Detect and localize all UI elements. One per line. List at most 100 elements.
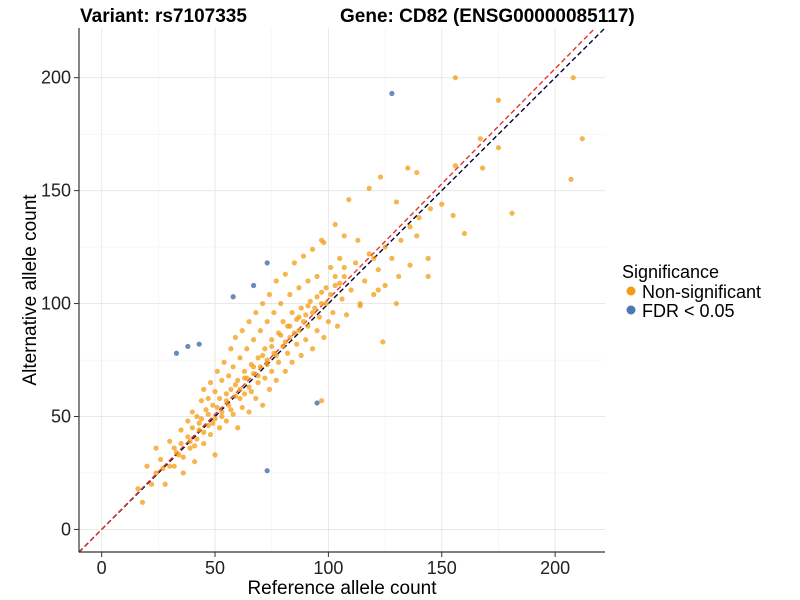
- x-axis-title: Reference allele count: [247, 578, 437, 599]
- x-tick-label: 0: [97, 558, 107, 578]
- point-non-significant: [201, 386, 207, 392]
- point-non-significant: [296, 285, 302, 291]
- point-non-significant: [393, 300, 400, 307]
- point-non-significant: [264, 319, 270, 325]
- point-non-significant: [237, 395, 243, 402]
- point-non-significant: [171, 463, 177, 469]
- point-non-significant: [389, 255, 395, 261]
- point-non-significant: [232, 334, 239, 341]
- point-non-significant: [334, 323, 341, 329]
- point-non-significant: [328, 264, 334, 271]
- y-tick-label: 50: [51, 406, 71, 426]
- chart-title-gene: Gene: CD82 (ENSG00000085117): [340, 6, 635, 27]
- point-non-significant: [260, 402, 266, 408]
- point-non-significant: [219, 409, 225, 415]
- point-non-significant: [198, 398, 205, 404]
- point-non-significant: [246, 384, 252, 390]
- point-non-significant: [309, 309, 316, 316]
- point-non-significant: [341, 273, 347, 280]
- point-non-significant: [439, 201, 445, 207]
- reference-line-identity: [78, 27, 606, 553]
- point-non-significant: [237, 386, 243, 392]
- axis-ticks: 0 50 100 150 200 0 50 100 150 200: [41, 68, 570, 578]
- point-non-significant: [305, 323, 311, 329]
- point-non-significant: [273, 352, 279, 359]
- point-non-significant: [241, 375, 248, 381]
- point-non-significant: [405, 165, 411, 171]
- point-non-significant: [189, 425, 195, 431]
- point-non-significant: [414, 233, 420, 239]
- x-tick-label: 150: [427, 558, 457, 578]
- point-non-significant: [348, 287, 354, 293]
- point-non-significant: [214, 368, 220, 374]
- point-non-significant: [212, 389, 218, 395]
- point-non-significant: [269, 343, 275, 350]
- point-non-significant: [452, 163, 458, 169]
- point-non-significant: [216, 425, 223, 431]
- y-axis-title: Alternative allele count: [20, 194, 41, 386]
- point-non-significant: [262, 346, 268, 352]
- point-non-significant: [307, 298, 313, 304]
- point-non-significant: [353, 260, 359, 266]
- point-non-significant: [273, 278, 279, 284]
- point-non-significant: [212, 452, 218, 458]
- point-non-significant: [185, 418, 191, 424]
- point-non-significant: [332, 282, 338, 289]
- point-non-significant: [296, 328, 302, 334]
- point-non-significant: [232, 393, 239, 399]
- point-non-significant: [323, 300, 329, 307]
- point-non-significant: [330, 309, 336, 316]
- point-non-significant: [207, 431, 214, 438]
- point-non-significant: [219, 413, 225, 420]
- point-non-significant: [568, 176, 574, 182]
- point-non-significant: [257, 328, 263, 334]
- point-non-significant: [305, 303, 311, 309]
- point-non-significant: [205, 411, 211, 417]
- point-non-significant: [228, 346, 234, 352]
- legend-label-fdr: FDR < 0.05: [642, 301, 735, 321]
- point-non-significant: [305, 278, 311, 284]
- y-tick-label: 200: [41, 68, 71, 88]
- point-non-significant: [318, 289, 325, 295]
- point-non-significant: [291, 260, 297, 266]
- point-non-significant: [262, 375, 268, 381]
- point-non-significant: [266, 386, 273, 392]
- point-fdr-0-05: [314, 400, 320, 406]
- point-non-significant: [167, 463, 173, 469]
- point-fdr-0-05: [230, 294, 236, 300]
- point-non-significant: [314, 273, 320, 280]
- legend-marker-fdr: [626, 305, 636, 315]
- point-non-significant: [371, 255, 377, 261]
- point-non-significant: [284, 350, 291, 356]
- point-non-significant: [337, 255, 343, 261]
- point-non-significant: [196, 427, 202, 433]
- point-non-significant: [382, 244, 388, 250]
- point-non-significant: [269, 368, 275, 374]
- point-non-significant: [260, 300, 266, 307]
- point-non-significant: [407, 262, 413, 268]
- point-non-significant: [362, 278, 368, 284]
- point-non-significant: [255, 373, 261, 379]
- legend: Significance Non-significant FDR < 0.05: [622, 262, 761, 321]
- point-non-significant: [212, 416, 218, 422]
- point-non-significant: [314, 328, 320, 334]
- x-tick-label: 200: [540, 558, 570, 578]
- point-non-significant: [300, 253, 307, 259]
- point-non-significant: [194, 436, 200, 442]
- point-non-significant: [298, 305, 304, 311]
- point-non-significant: [294, 341, 300, 347]
- point-non-significant: [570, 75, 576, 81]
- point-non-significant: [239, 328, 245, 334]
- point-non-significant: [264, 357, 270, 363]
- point-non-significant: [337, 280, 343, 286]
- point-fdr-0-05: [173, 350, 180, 356]
- point-non-significant: [318, 300, 325, 307]
- point-non-significant: [371, 291, 377, 298]
- point-non-significant: [366, 251, 372, 257]
- y-tick-label: 0: [61, 519, 71, 539]
- legend-label-non-significant: Non-significant: [642, 282, 761, 302]
- point-non-significant: [477, 136, 483, 142]
- point-non-significant: [203, 407, 209, 413]
- point-non-significant: [192, 443, 198, 449]
- point-non-significant: [135, 486, 141, 492]
